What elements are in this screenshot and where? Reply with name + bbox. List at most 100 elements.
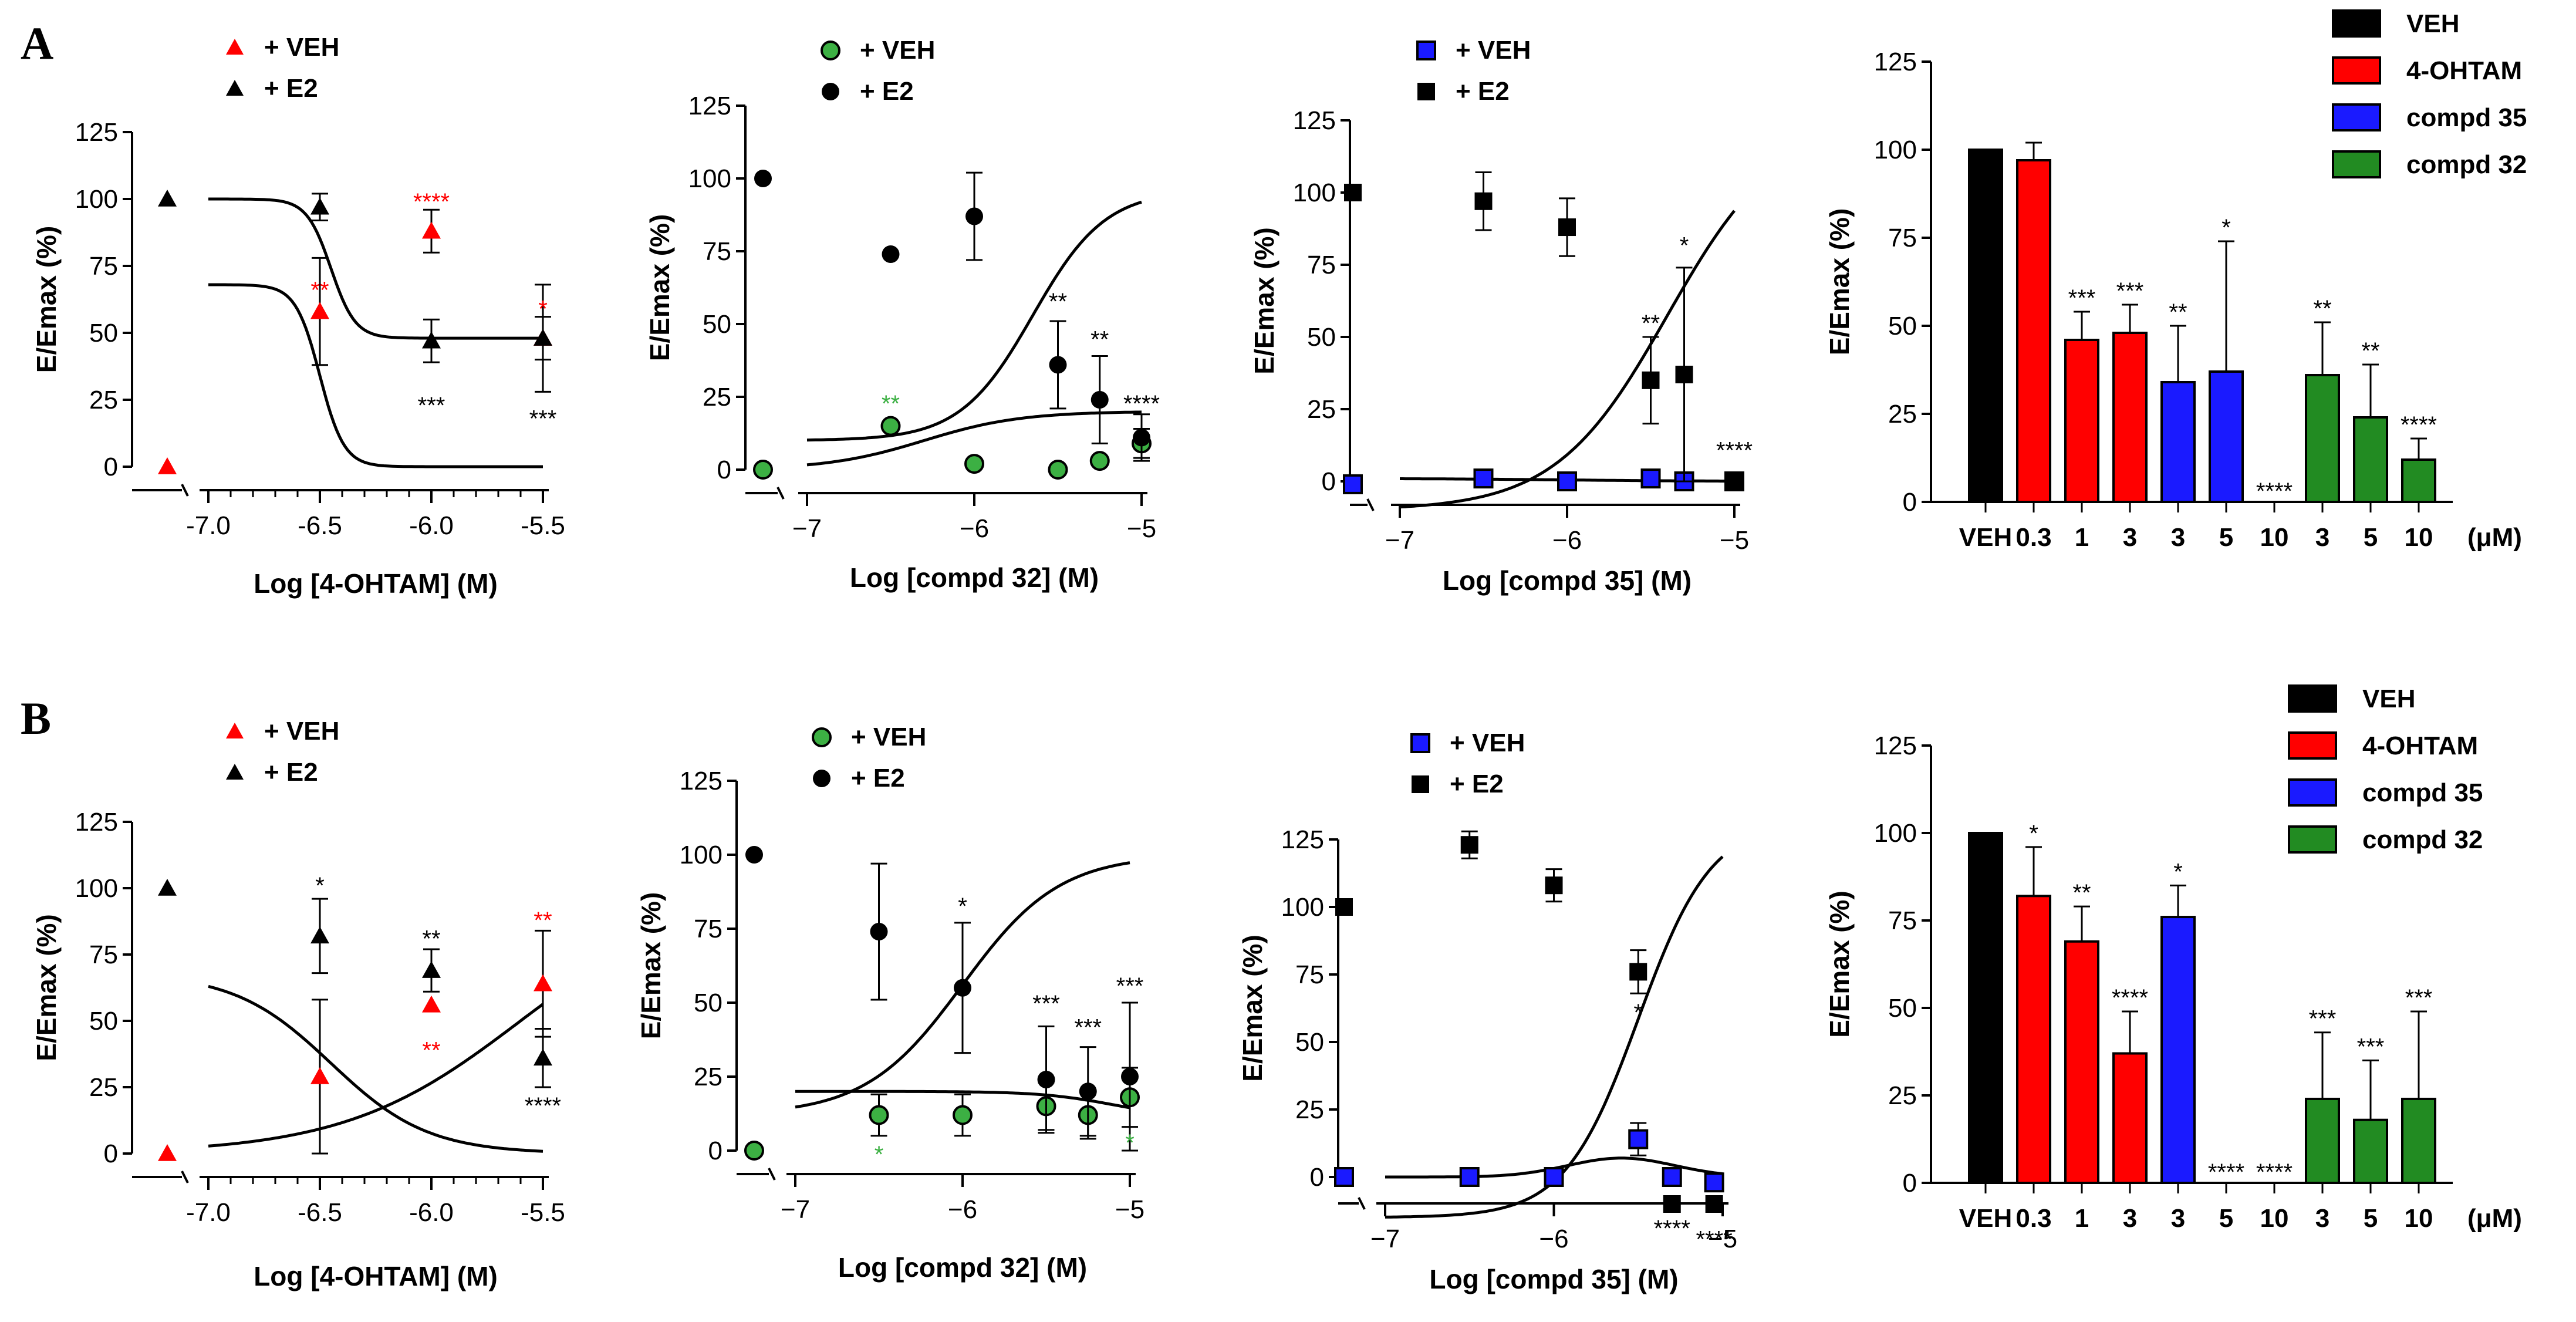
- chart-8: 0 25 50 75 100 125 E/Emax (%) VEH * 0.3 ** 1 **** 3 * 3…: [1824, 684, 2522, 1233]
- legend-label: + E2: [1450, 770, 1504, 798]
- significance-label: *: [2221, 215, 2231, 241]
- y-tick-label: 100: [75, 874, 118, 903]
- significance-label: ***: [418, 393, 445, 419]
- bar-10: [2401, 458, 2436, 503]
- y-tick-label: 100: [75, 185, 118, 214]
- data-point-series-1: [880, 416, 901, 436]
- y-tick-label: 100: [1293, 178, 1336, 207]
- control-point-series-1: [158, 457, 177, 474]
- significance-label: *: [1680, 232, 1689, 258]
- y-tick-label: 100: [680, 841, 723, 869]
- y-tick-label: 25: [1888, 400, 1917, 429]
- y-axis-title: E/Emax (%): [1249, 227, 1279, 375]
- significance-label: **: [1642, 311, 1660, 336]
- data-point-series-1: [310, 302, 329, 319]
- y-tick-label: 125: [1281, 825, 1324, 854]
- y-tick-label: 75: [1307, 251, 1336, 279]
- chart-6: 0 25 50 75 100 125 E/Emax (%) −7 −6 −5 Log [compd …: [636, 723, 1144, 1283]
- data-point-series-1: [953, 1105, 973, 1125]
- significance-label: *: [538, 296, 548, 322]
- significance-label: **: [882, 391, 900, 417]
- y-tick-label: 125: [688, 92, 731, 120]
- data-point-series-2: [1675, 365, 1693, 383]
- data-point-series-1: [1089, 451, 1110, 471]
- y-tick-label: 50: [89, 1007, 118, 1036]
- x-tick-label: −7: [781, 1195, 810, 1224]
- bar-3: [2064, 339, 2099, 503]
- significance-label: **: [422, 926, 440, 952]
- x-tick-label: 3: [2123, 1204, 2137, 1233]
- significance-label: **: [2313, 296, 2331, 322]
- data-point-series-2: [534, 1048, 552, 1066]
- significance-label: ****: [1696, 1227, 1732, 1253]
- data-point-series-2: [882, 245, 900, 263]
- significance-label: ***: [2357, 1034, 2385, 1060]
- significance-label: ***: [2116, 278, 2144, 304]
- legend-label: compd 32: [2362, 825, 2483, 854]
- legend-marker-1: [1416, 41, 1436, 60]
- x-tick-label: −5: [1115, 1195, 1144, 1224]
- y-tick-label: 0: [1903, 488, 1917, 517]
- x-tick-label: 3: [2171, 523, 2185, 552]
- control-point-series-1: [753, 460, 773, 480]
- x-tick-label: VEH: [1959, 523, 2012, 552]
- data-point-series-2: [422, 961, 441, 978]
- y-tick-label: 0: [1322, 467, 1336, 496]
- y-tick-label: 50: [1295, 1028, 1324, 1057]
- significance-label: *: [2173, 859, 2183, 885]
- legend-marker-1: [226, 723, 244, 738]
- panel-label-b: B: [21, 693, 51, 744]
- y-tick-label: 25: [694, 1063, 723, 1091]
- legend-marker-1: [1410, 733, 1430, 753]
- data-point-series-1: [1473, 468, 1494, 489]
- data-point-series-1: [1628, 1129, 1649, 1149]
- y-tick-label: 75: [1295, 960, 1324, 989]
- x-axis-title: Log [compd 35] (M): [1443, 565, 1692, 596]
- significance-label: ****: [2112, 985, 2148, 1011]
- x-tick-label: -7.0: [186, 1198, 231, 1227]
- legend-label: VEH: [2406, 9, 2459, 38]
- y-axis-title: E/Emax (%): [1824, 891, 1855, 1038]
- y-tick-label: 125: [680, 767, 723, 795]
- y-tick-label: 100: [1874, 136, 1917, 164]
- x-tick-label: −7: [1370, 1225, 1400, 1253]
- legend-swatch-2: [2332, 56, 2381, 85]
- y-tick-label: 0: [1310, 1163, 1324, 1192]
- x-tick-label: -7.0: [186, 511, 231, 540]
- y-tick-label: 50: [89, 319, 118, 348]
- data-point-series-2: [1705, 1195, 1723, 1213]
- significance-label: ***: [2309, 1006, 2337, 1032]
- legend-label: compd 32: [2406, 150, 2527, 179]
- control-point-series-1: [744, 1141, 764, 1161]
- y-tick-label: 100: [1281, 893, 1324, 922]
- x-axis-title: Log [4-OHTAM] (M): [254, 568, 498, 599]
- legend-label: 4-OHTAM: [2362, 731, 2478, 760]
- data-point-series-2: [310, 197, 329, 215]
- data-point-series-2: [422, 331, 441, 349]
- significance-label: **: [534, 908, 552, 933]
- significance-label: **: [2169, 299, 2187, 325]
- x-tick-label: -5.5: [521, 1198, 565, 1227]
- axis-break-mark: [776, 487, 785, 500]
- significance-label: ****: [413, 189, 450, 215]
- y-tick-label: 50: [703, 310, 731, 339]
- significance-label: ****: [1123, 391, 1160, 417]
- legend-marker-1: [226, 39, 244, 55]
- significance-label: *: [1633, 1000, 1643, 1026]
- bar-9: [2353, 1118, 2388, 1184]
- y-tick-label: 25: [1307, 395, 1336, 424]
- data-point-series-2: [1558, 218, 1576, 237]
- y-tick-label: 125: [1874, 731, 1917, 760]
- axis-break-mark: [181, 484, 189, 497]
- x-tick-label: 5: [2219, 523, 2233, 552]
- bar-10: [2401, 1097, 2436, 1184]
- data-point-series-1: [1048, 460, 1068, 480]
- legend-label: + E2: [1456, 77, 1510, 106]
- legend-label: 4-OHTAM: [2406, 56, 2522, 85]
- unit-label: (μM): [2467, 523, 2522, 552]
- significance-label: ***: [1116, 973, 1144, 999]
- bar-4: [2112, 1052, 2148, 1184]
- bar-1: [1968, 149, 2003, 503]
- legend-swatch-1: [2332, 9, 2381, 38]
- x-tick-label: −6: [1552, 526, 1582, 555]
